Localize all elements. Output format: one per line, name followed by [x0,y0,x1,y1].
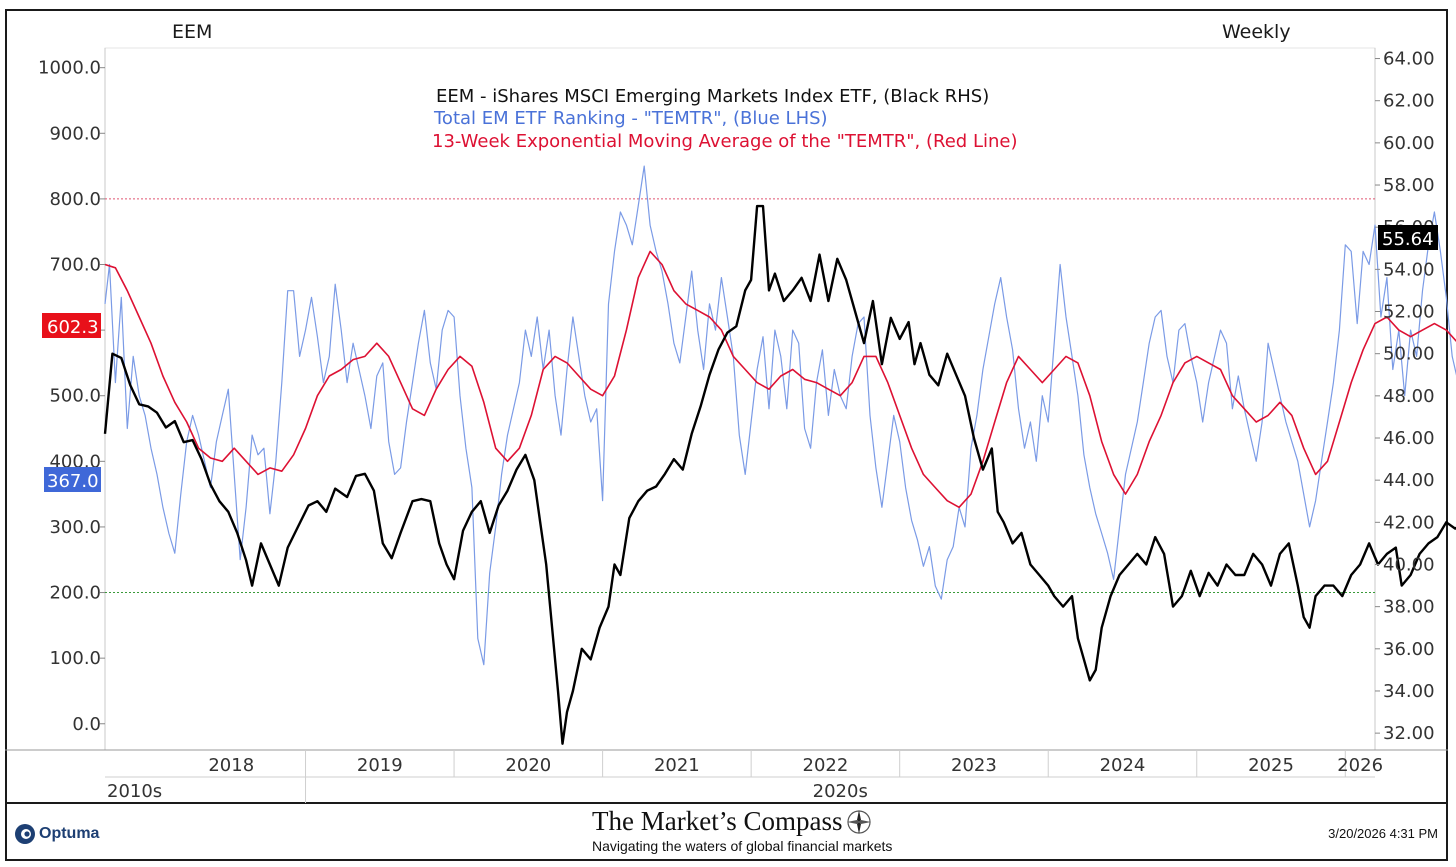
optuma-brand-text: Optuma [39,825,100,842]
year-label: 2021 [654,755,700,776]
year-label: 2024 [1100,755,1146,776]
axis-layer: 1000.0900.0800.0700.0600.0500.0400.0300.… [5,49,1448,804]
left-tick-label: 200.0 [49,583,101,604]
left-ranking-value-text: 367.0 [47,471,99,492]
right-tick-label: 48.00 [1383,386,1435,407]
left-tick-label: 700.0 [49,255,101,276]
left-tick-label: 1000.0 [38,58,101,79]
left-tick-label: 900.0 [49,123,101,144]
right-tick-label: 64.00 [1383,49,1435,70]
badge-layer: 55.64 602.3 367.0 [42,225,1438,492]
compass-rose-icon [847,809,872,834]
right-tick-label: 50.00 [1383,344,1435,365]
year-label: 2019 [357,755,403,776]
right-tick-label: 38.00 [1383,597,1435,618]
right-tick-label: 62.00 [1383,91,1435,112]
right-tick-label: 52.00 [1383,302,1435,323]
right-tick-label: 32.00 [1383,723,1435,744]
right-tick-label: 42.00 [1383,512,1435,533]
chart-period-label: Weekly [1222,21,1291,43]
temtr-ema-line [104,250,1456,509]
legend-ema: 13-Week Exponential Moving Average of th… [432,131,1017,152]
year-label: 2020 [505,755,551,776]
left-tick-label: 100.0 [49,648,101,669]
left-ema-value-text: 602.3 [47,317,99,338]
footer-title: The Market’s Compass [592,806,872,837]
optuma-icon [15,824,35,844]
footer-timestamp: 3/20/2026 4:31 PM [1328,826,1438,841]
year-label: 2026 [1337,755,1383,776]
left-tick-label: 300.0 [49,517,101,538]
right-tick-label: 44.00 [1383,470,1435,491]
series-layer [103,165,1456,745]
footer-title-text: The Market’s Compass [592,806,843,836]
year-label: 2022 [803,755,849,776]
year-label: 2025 [1248,755,1294,776]
right-tick-label: 34.00 [1383,681,1435,702]
right-tick-label: 40.00 [1383,554,1435,575]
left-tick-label: 0.0 [72,714,101,735]
right-tick-label: 58.00 [1383,175,1435,196]
optuma-logo: Optuma [14,823,99,845]
legend-temtr: Total EM ETF Ranking - "TEMTR", (Blue LH… [433,108,828,129]
plot-area [104,47,1376,751]
chart-frame [5,9,1448,861]
grid-layer [104,47,1376,751]
right-tick-label: 46.00 [1383,428,1435,449]
year-label: 2018 [208,755,254,776]
right-tick-label: 36.00 [1383,639,1435,660]
left-tick-label: 500.0 [49,386,101,407]
right-tick-label: 60.00 [1383,133,1435,154]
chart-symbol-label: EEM [172,21,212,43]
temtr-ranking-line [104,165,1456,666]
left-ranking-value-badge [44,467,101,492]
left-tick-label: 800.0 [49,189,101,210]
legend-eem: EEM - iShares MSCI Emerging Markets Inde… [436,86,989,107]
year-label: 2023 [951,755,997,776]
decade-label: 2010s [107,781,162,802]
footer-subtitle: Navigating the waters of global financia… [592,838,893,854]
eem-price-line [103,204,1456,745]
right-tick-label: 54.00 [1383,259,1435,280]
left-ema-value-badge [42,313,101,338]
right-last-value-badge [1378,225,1438,250]
decade-label: 2020s [813,781,868,802]
right-last-value-text: 55.64 [1382,229,1434,250]
